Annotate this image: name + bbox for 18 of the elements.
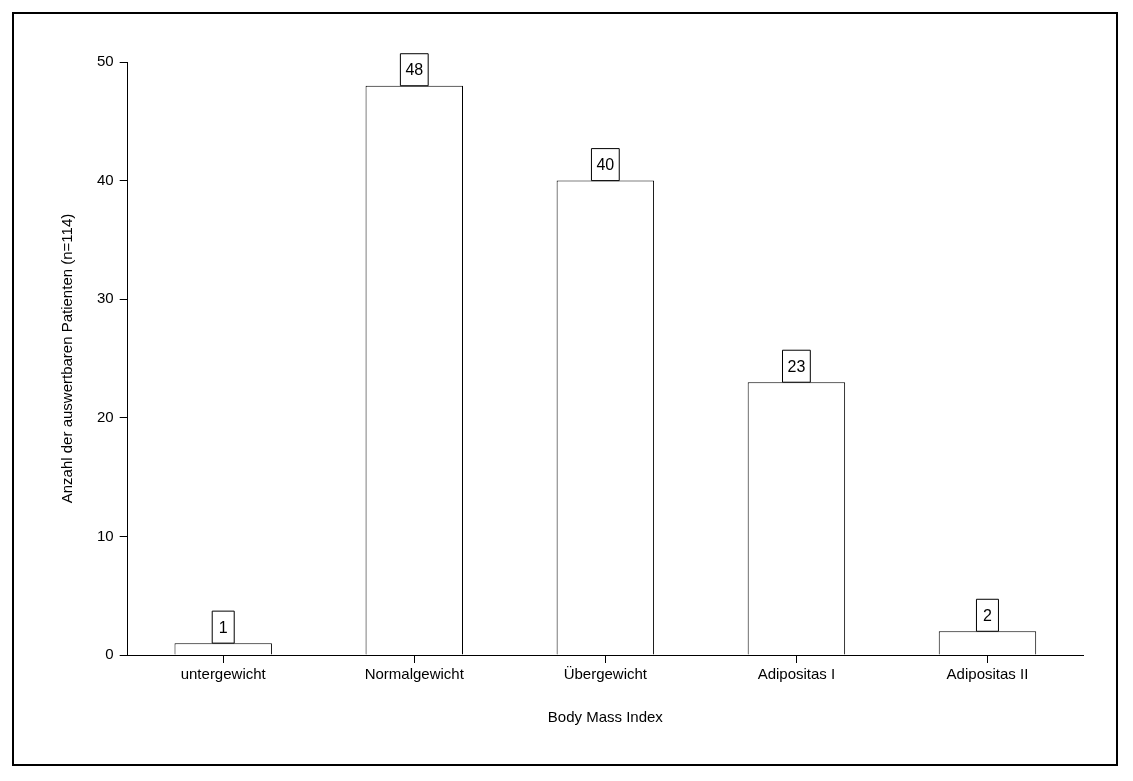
x-tick-label: untergewicht — [180, 665, 267, 683]
y-tick-label: 30 — [97, 289, 114, 307]
data-label: 1 — [218, 618, 228, 636]
y-tick-label: 20 — [97, 407, 114, 425]
x-tick-label: Übergewicht — [563, 665, 648, 683]
x-tick-label: Normalgewicht — [364, 665, 465, 683]
x-tick-label: Adipositas I — [757, 665, 836, 683]
y-tick-label: 40 — [97, 170, 114, 188]
y-axis-title: Anzahl der auswertbaren Patienten (n=114) — [58, 213, 76, 504]
x-tick-label: Adipositas II — [946, 665, 1029, 683]
data-label: 40 — [596, 156, 615, 174]
data-label: 2 — [983, 606, 993, 624]
y-tick-label: 0 — [105, 645, 114, 663]
y-tick-label: 10 — [97, 526, 114, 544]
y-tick-label: 50 — [97, 52, 114, 70]
data-label: 23 — [787, 357, 806, 375]
data-label: 48 — [405, 61, 424, 79]
x-axis-title: Body Mass Index — [547, 708, 664, 726]
